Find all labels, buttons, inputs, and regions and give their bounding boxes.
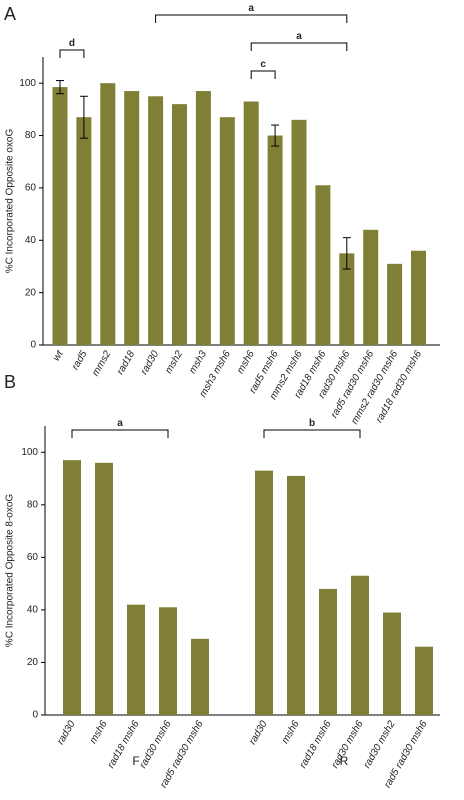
x-tick-label: rad18 xyxy=(115,349,138,377)
bar xyxy=(172,104,187,345)
y-tick-label: 100 xyxy=(21,447,38,458)
significance-label: a xyxy=(117,418,123,429)
bar xyxy=(52,87,68,345)
y-tick-label: 0 xyxy=(30,340,36,351)
y-tick-label: 100 xyxy=(19,78,36,89)
bar xyxy=(191,638,209,715)
bar xyxy=(219,117,235,345)
bar xyxy=(243,101,259,345)
x-tick-label: rad30 msh2 xyxy=(362,719,398,771)
bar xyxy=(159,607,177,715)
significance-bracket xyxy=(71,429,169,438)
significance-label: b xyxy=(309,418,315,429)
bar xyxy=(415,646,433,715)
y-tick-label: 20 xyxy=(25,287,37,298)
x-tick-label: rad30 msh6 xyxy=(138,719,174,771)
significance-bracket xyxy=(155,14,348,23)
x-tick-label: rad5 xyxy=(70,349,90,372)
bar xyxy=(387,263,403,345)
panel-letter: A xyxy=(4,4,16,24)
x-tick-label: msh6 xyxy=(235,349,257,376)
y-tick-label: 40 xyxy=(27,605,39,616)
x-tick-label: mms2 xyxy=(90,349,113,378)
x-tick-label: msh2 xyxy=(163,349,185,376)
bar xyxy=(267,135,283,345)
significance-bracket xyxy=(263,429,361,438)
x-tick-label: rad30 xyxy=(247,719,270,747)
y-tick-label: 40 xyxy=(25,235,37,246)
bar xyxy=(195,91,211,345)
bar xyxy=(315,185,331,345)
bar xyxy=(100,83,116,345)
bar xyxy=(319,588,337,715)
bar xyxy=(95,462,113,715)
significance-label: d xyxy=(69,38,75,49)
bar xyxy=(411,250,426,345)
y-axis-label: %C Incorporated Opposite oxoG xyxy=(5,129,16,274)
bar xyxy=(363,229,379,345)
y-tick-label: 60 xyxy=(25,183,37,194)
bar xyxy=(351,575,369,715)
group-label: R xyxy=(340,754,349,768)
y-tick-label: 0 xyxy=(32,710,38,721)
bar xyxy=(291,119,307,345)
bar xyxy=(287,475,305,715)
x-tick-label: wt xyxy=(51,348,66,363)
panel-letter: B xyxy=(4,372,16,392)
significance-label: a xyxy=(248,3,254,14)
significance-bracket xyxy=(250,42,348,51)
bar xyxy=(339,253,355,345)
y-tick-label: 80 xyxy=(25,130,37,141)
y-tick-label: 80 xyxy=(27,499,39,510)
bar xyxy=(383,612,401,715)
x-tick-label: msh3 xyxy=(187,349,209,376)
bar xyxy=(124,91,140,345)
significance-label: c xyxy=(260,59,266,70)
group-label: F xyxy=(132,754,139,768)
y-axis-label: %C Incorporated Opposite 8-oxoG xyxy=(5,494,16,648)
x-tick-label: msh6 xyxy=(88,719,110,746)
x-tick-label: rad30 xyxy=(55,719,78,747)
y-tick-label: 20 xyxy=(27,657,39,668)
bar xyxy=(127,604,145,715)
bar xyxy=(76,117,92,345)
bar xyxy=(255,470,273,715)
x-tick-label: rad18 msh6 xyxy=(298,719,334,771)
y-tick-label: 60 xyxy=(27,552,39,563)
bar xyxy=(148,96,164,345)
x-tick-label: rad30 xyxy=(139,349,162,377)
significance-label: a xyxy=(296,31,302,42)
x-tick-label: msh6 xyxy=(280,719,302,746)
bar xyxy=(63,460,81,715)
significance-bracket xyxy=(250,70,276,79)
significance-bracket xyxy=(59,49,85,58)
